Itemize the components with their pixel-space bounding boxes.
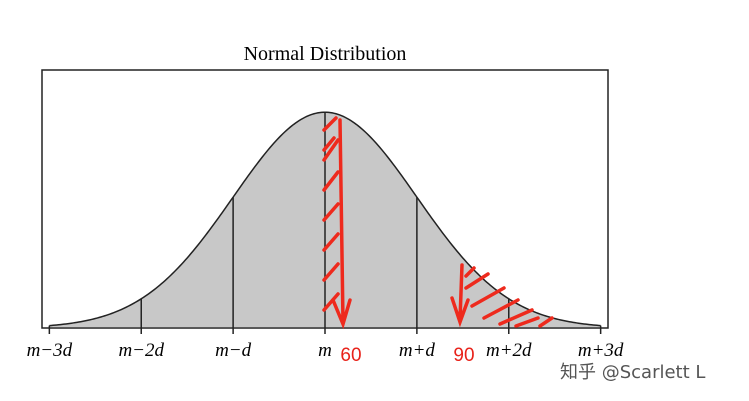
arrow bbox=[450, 263, 470, 328]
x-tick-label: m−d bbox=[215, 340, 252, 361]
x-tick-label: m+2d bbox=[486, 340, 532, 361]
x-tick-label: m−3d bbox=[27, 340, 73, 361]
hatch bbox=[322, 116, 340, 312]
handwritten-marks bbox=[322, 116, 554, 330]
annotation: 90 bbox=[453, 345, 474, 366]
hatch bbox=[464, 266, 554, 328]
x-tick-label: m+d bbox=[399, 340, 436, 361]
x-tick-label: m−2d bbox=[118, 340, 164, 361]
chart-title: Normal Distribution bbox=[244, 43, 407, 65]
annotation: 60 bbox=[340, 345, 361, 366]
watermark: 知乎 @Scarlett L bbox=[560, 362, 705, 383]
x-tick-label: m bbox=[318, 340, 332, 361]
arrow bbox=[331, 118, 352, 330]
x-tick-label: m+3d bbox=[578, 340, 624, 361]
